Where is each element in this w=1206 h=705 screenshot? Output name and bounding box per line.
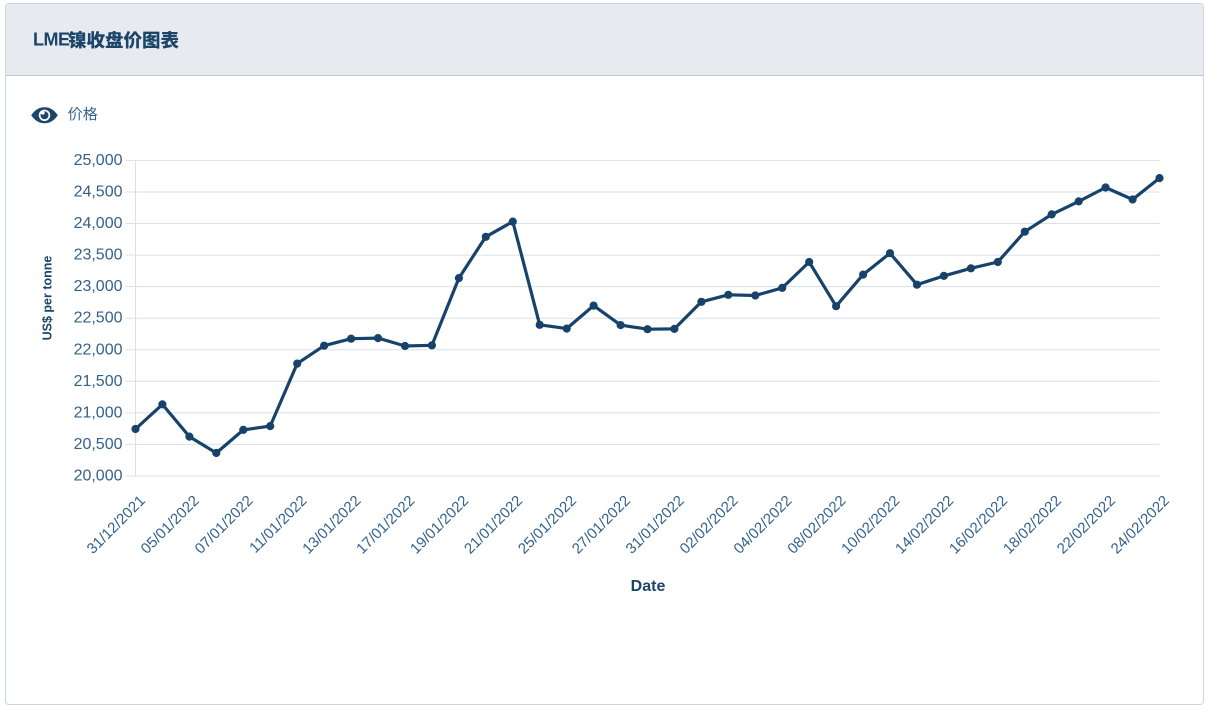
svg-text:23,500: 23,500 [74,247,123,264]
svg-text:20,000: 20,000 [74,468,123,485]
svg-text:21,500: 21,500 [74,373,123,390]
svg-text:20,500: 20,500 [74,436,123,453]
svg-text:22,000: 22,000 [74,341,123,358]
svg-text:24,500: 24,500 [74,184,123,201]
svg-text:Date: Date [631,578,666,595]
svg-text:07/01/2022: 07/01/2022 [192,492,257,557]
svg-text:22,500: 22,500 [74,310,123,327]
svg-text:23,000: 23,000 [74,278,123,295]
svg-text:25,000: 25,000 [74,152,123,169]
svg-text:US$ per tonne: US$ per tonne [40,256,54,341]
svg-text:24,000: 24,000 [74,215,123,232]
svg-text:21,000: 21,000 [74,404,123,421]
svg-text:LME: LME [33,30,70,50]
svg-text:24/02/2022: 24/02/2022 [1108,492,1173,557]
